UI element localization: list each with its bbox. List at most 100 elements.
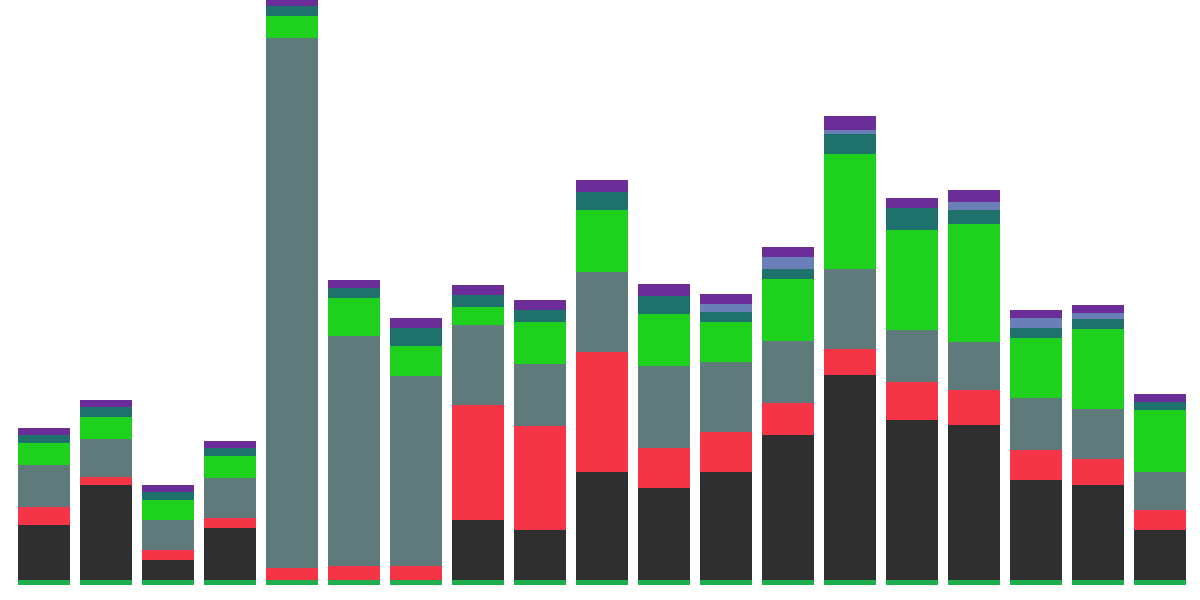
bar-0	[18, 428, 70, 585]
segment-purple	[1072, 305, 1124, 313]
segment-base_green	[824, 580, 876, 585]
segment-red	[762, 403, 814, 435]
segment-base_green	[700, 580, 752, 585]
bar-14	[886, 198, 938, 585]
segment-teal	[452, 295, 504, 307]
segment-bright_green	[638, 314, 690, 366]
segment-base_green	[18, 580, 70, 585]
bar-6	[390, 318, 442, 585]
segment-purple	[1134, 394, 1186, 402]
segment-purple	[18, 428, 70, 435]
segment-base_green	[514, 580, 566, 585]
segment-teal	[204, 448, 256, 456]
bar-2	[142, 485, 194, 585]
segment-purple	[452, 285, 504, 295]
segment-bright_green	[1134, 410, 1186, 472]
segment-dark	[18, 525, 70, 580]
segment-base_green	[762, 580, 814, 585]
segment-dark	[700, 472, 752, 580]
segment-base_green	[1010, 580, 1062, 585]
segment-bright_green	[80, 417, 132, 439]
segment-bright_green	[514, 322, 566, 364]
segment-grey	[80, 439, 132, 477]
segment-base_green	[1134, 580, 1186, 585]
segment-purple	[142, 485, 194, 492]
segment-bright_green	[328, 298, 380, 336]
segment-red	[1134, 510, 1186, 530]
segment-dark	[142, 560, 194, 580]
segment-grey	[328, 336, 380, 566]
bar-12	[762, 247, 814, 585]
segment-slate	[700, 304, 752, 312]
segment-bright_green	[1072, 329, 1124, 409]
segment-base_green	[204, 580, 256, 585]
segment-dark	[576, 472, 628, 580]
segment-grey	[1010, 398, 1062, 450]
segment-grey	[576, 272, 628, 352]
bar-7	[452, 285, 504, 585]
bar-9	[576, 180, 628, 585]
segment-teal	[1010, 328, 1062, 338]
segment-base_green	[886, 580, 938, 585]
segment-bright_green	[576, 210, 628, 272]
segment-red	[638, 448, 690, 488]
segment-bright_green	[452, 307, 504, 325]
segment-purple	[700, 294, 752, 304]
segment-grey	[948, 342, 1000, 390]
segment-red	[328, 566, 380, 580]
bar-5	[328, 280, 380, 585]
segment-base_green	[576, 580, 628, 585]
segment-bright_green	[204, 456, 256, 478]
bar-1	[80, 400, 132, 585]
segment-red	[824, 349, 876, 375]
stacked-bar-chart	[0, 0, 1200, 600]
segment-purple	[514, 300, 566, 310]
segment-red	[18, 507, 70, 525]
segment-grey	[638, 366, 690, 448]
segment-base_green	[142, 580, 194, 585]
segment-base_green	[328, 580, 380, 585]
segment-bright_green	[824, 154, 876, 269]
segment-red	[142, 550, 194, 560]
segment-purple	[1010, 310, 1062, 318]
segment-dark	[638, 488, 690, 580]
segment-red	[204, 518, 256, 528]
segment-red	[700, 432, 752, 472]
segment-red	[576, 352, 628, 472]
segment-grey	[390, 376, 442, 566]
segment-bright_green	[762, 279, 814, 341]
segment-dark	[514, 530, 566, 580]
segment-dark	[1072, 485, 1124, 580]
segment-red	[886, 382, 938, 420]
segment-teal	[1134, 402, 1186, 410]
segment-slate	[762, 257, 814, 269]
segment-dark	[1010, 480, 1062, 580]
segment-red	[514, 426, 566, 530]
segment-teal	[700, 312, 752, 322]
segment-red	[1072, 459, 1124, 485]
segment-teal	[390, 328, 442, 346]
segment-bright_green	[266, 16, 318, 38]
segment-red	[390, 566, 442, 580]
bar-16	[1010, 310, 1062, 585]
segment-red	[948, 390, 1000, 425]
segment-grey	[1134, 472, 1186, 510]
bar-13	[824, 116, 876, 585]
segment-slate	[1010, 318, 1062, 328]
segment-teal	[80, 407, 132, 417]
segment-grey	[266, 38, 318, 568]
segment-purple	[638, 284, 690, 296]
segment-red	[80, 477, 132, 485]
segment-purple	[80, 400, 132, 407]
segment-dark	[824, 375, 876, 580]
segment-base_green	[948, 580, 1000, 585]
segment-base_green	[80, 580, 132, 585]
bar-18	[1134, 394, 1186, 585]
segment-purple	[762, 247, 814, 257]
segment-grey	[204, 478, 256, 518]
bar-4	[266, 0, 318, 585]
segment-purple	[948, 190, 1000, 202]
segment-teal	[824, 134, 876, 154]
segment-dark	[204, 528, 256, 580]
segment-teal	[328, 288, 380, 298]
